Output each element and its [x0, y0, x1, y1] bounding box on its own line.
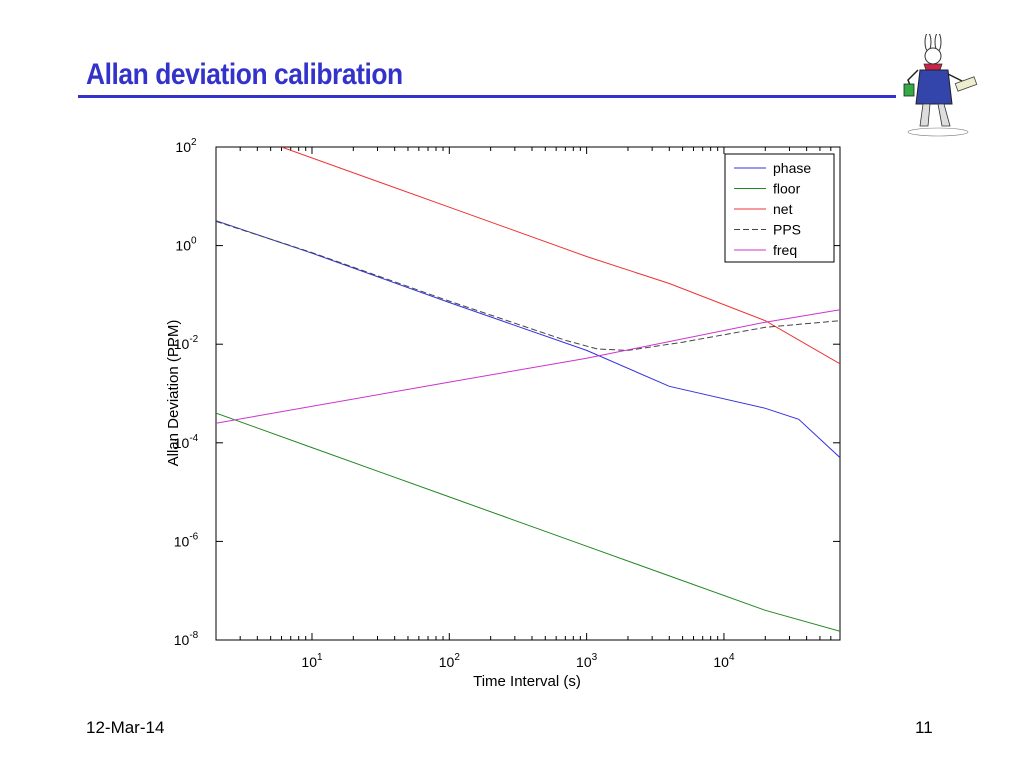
x-minor-ticks [215, 147, 841, 640]
series-line-phase [216, 220, 840, 458]
y-tick-label: 10-8 [174, 630, 199, 648]
legend-label: freq [773, 242, 797, 258]
x-tick-label: 103 [576, 652, 598, 670]
x-tick-label: 101 [301, 652, 323, 670]
legend-label: phase [773, 160, 811, 176]
series-layer [216, 147, 840, 632]
legend-label: net [773, 201, 793, 217]
y-tick-label: 102 [175, 137, 197, 155]
series-line-pps [216, 220, 840, 351]
slide-title: Allan deviation calibration [86, 58, 403, 91]
series-line-freq [216, 309, 840, 424]
y-axis-ticks: 10-8 10-6 10-4 10-2 100 102 [174, 137, 840, 648]
y-axis-label: Allan Deviation (PPM) [165, 320, 182, 467]
legend-label: floor [773, 181, 801, 197]
y-tick-label: 100 [175, 236, 197, 254]
y-tick-label: 10-6 [174, 531, 199, 549]
legend-label: PPS [773, 222, 801, 238]
footer-date: 12-Mar-14 [86, 718, 165, 737]
legend: phase floor net PPS freq [724, 153, 835, 263]
page-number: 11 [915, 718, 933, 737]
title-underline [78, 95, 896, 98]
y-tick-label: 10-2 [174, 334, 199, 352]
white-rabbit-icon [903, 34, 978, 137]
legend-box [724, 153, 835, 263]
x-tick-label: 102 [439, 652, 461, 670]
y-tick-label: 10-4 [174, 433, 199, 451]
series-line-floor [216, 412, 840, 632]
x-axis-ticks: 101 102 103 104 [301, 652, 735, 670]
series-line-net [281, 147, 840, 365]
x-tick-label: 104 [713, 652, 735, 670]
x-axis-label: Time Interval (s) [473, 673, 581, 690]
